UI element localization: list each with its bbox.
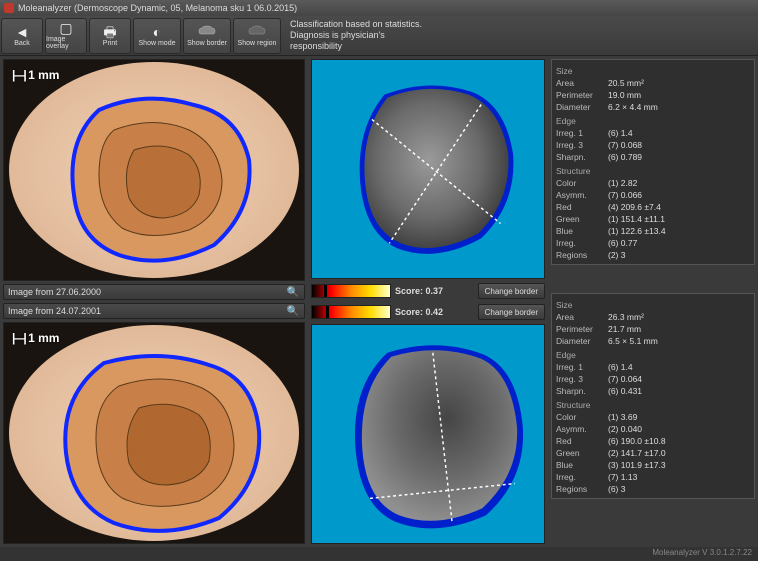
score-gradient-top <box>311 284 391 298</box>
print-icon: 🖶 <box>103 25 116 39</box>
score-marker-bottom <box>326 306 329 318</box>
disclaimer-text: Classification based on statistics. Diag… <box>282 17 758 54</box>
region-label: Show region <box>238 40 277 47</box>
change-border-bottom-button[interactable]: Change border <box>478 304 545 320</box>
size-title-b: Size <box>556 299 750 311</box>
segmentation-image-bottom <box>311 324 545 544</box>
change-border-top-button[interactable]: Change border <box>478 283 545 299</box>
magnify-bottom-icon[interactable]: 🔍 <box>286 304 300 318</box>
stats-panel-bottom: Size Area26.3 mm² Perimeter21.7 mm Diame… <box>551 293 755 499</box>
overlay-label: Image overlay <box>46 36 86 50</box>
scale-label-bottom: |—| 1 mm <box>12 331 59 345</box>
disclaimer-line3: responsibility <box>290 41 750 52</box>
magnify-top-icon[interactable]: 🔍 <box>286 285 300 299</box>
footer: Moleanalyzer V 3.0.1.2.7.22 <box>0 547 758 561</box>
caption-bot-text: Image from 24.07.2001 <box>8 306 101 316</box>
footer-text: Moleanalyzer V 3.0.1.2.7.22 <box>652 548 752 557</box>
print-label: Print <box>103 40 117 47</box>
border-label: Show border <box>187 40 227 47</box>
back-button[interactable]: ◄ Back <box>1 18 43 54</box>
disclaimer-line2: Diagnosis is physician's <box>290 30 750 41</box>
score-label-top: Score: 0.37 <box>395 286 443 296</box>
overlay-icon: ▢ <box>59 21 72 35</box>
region-cloud-icon <box>247 25 267 39</box>
stats-gap <box>551 268 755 290</box>
main-area: |—| 1 mm Image from 27.06.2000 🔍 Image f… <box>0 56 758 547</box>
struct-title-b: Structure <box>556 399 750 411</box>
left-column: |—| 1 mm Image from 27.06.2000 🔍 Image f… <box>0 56 308 547</box>
mode-icon: ◐ <box>153 25 161 39</box>
caption-row-top: Image from 27.06.2000 🔍 <box>3 284 305 300</box>
struct-title: Structure <box>556 165 750 177</box>
toolbar: ◄ Back ▢ Image overlay 🖶 Print ◐ Show mo… <box>0 16 758 56</box>
score-label-bottom: Score: 0.42 <box>395 307 443 317</box>
edge-title: Edge <box>556 115 750 127</box>
disclaimer-line1: Classification based on statistics. <box>290 19 750 30</box>
window-titlebar: Moleanalyzer (Dermoscope Dynamic, 05, Me… <box>0 0 758 16</box>
back-arrow-icon: ◄ <box>15 25 29 39</box>
show-mode-button[interactable]: ◐ Show mode <box>133 18 181 54</box>
app-icon <box>4 3 14 13</box>
show-border-button[interactable]: Show border <box>183 18 231 54</box>
score-row-top: Score: 0.37 Change border <box>311 282 545 300</box>
score-row-bottom: Score: 0.42 Change border <box>311 303 545 321</box>
score-gradient-bottom <box>311 305 391 319</box>
dermoscopy-image-top: |—| 1 mm <box>3 59 305 281</box>
border-cloud-icon <box>197 25 217 39</box>
back-label: Back <box>14 40 30 47</box>
stats-panel-top: Size Area20.5 mm² Perimeter19.0 mm Diame… <box>551 59 755 265</box>
image-overlay-button[interactable]: ▢ Image overlay <box>45 18 87 54</box>
dermoscopy-image-bottom: |—| 1 mm <box>3 322 305 544</box>
show-region-button[interactable]: Show region <box>233 18 281 54</box>
scale-label-top: |—| 1 mm <box>12 68 59 82</box>
window-title: Moleanalyzer (Dermoscope Dynamic, 05, Me… <box>18 3 297 13</box>
segmentation-image-top <box>311 59 545 279</box>
right-column: Size Area20.5 mm² Perimeter19.0 mm Diame… <box>548 56 758 547</box>
caption-row-bottom: Image from 24.07.2001 🔍 <box>3 303 305 319</box>
print-button[interactable]: 🖶 Print <box>89 18 131 54</box>
caption-top-text: Image from 27.06.2000 <box>8 287 101 297</box>
size-title: Size <box>556 65 750 77</box>
score-marker-top <box>324 285 327 297</box>
mode-label: Show mode <box>139 40 176 47</box>
middle-column: Score: 0.37 Change border Score: 0.42 Ch… <box>308 56 548 547</box>
edge-title-b: Edge <box>556 349 750 361</box>
